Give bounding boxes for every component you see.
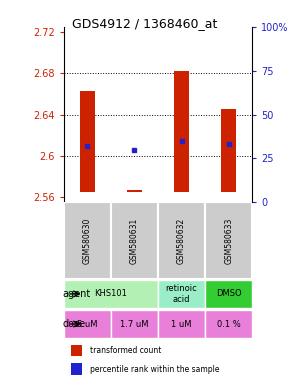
- Text: transformed count: transformed count: [90, 346, 162, 355]
- Bar: [80, 91, 95, 192]
- Bar: [158, 280, 205, 308]
- Text: GSM580632: GSM580632: [177, 217, 186, 264]
- Bar: [158, 310, 205, 338]
- Bar: [205, 310, 252, 338]
- Text: dose: dose: [63, 319, 86, 329]
- Bar: [111, 202, 158, 279]
- Text: 1 uM: 1 uM: [171, 319, 192, 329]
- Bar: [71, 363, 82, 375]
- Bar: [64, 280, 158, 308]
- Bar: [205, 280, 252, 308]
- Bar: [158, 202, 205, 279]
- Text: GSM580633: GSM580633: [224, 217, 233, 264]
- Text: GDS4912 / 1368460_at: GDS4912 / 1368460_at: [72, 17, 218, 30]
- Bar: [127, 190, 142, 192]
- Text: 0.1 %: 0.1 %: [217, 319, 241, 329]
- Text: percentile rank within the sample: percentile rank within the sample: [90, 364, 220, 374]
- Text: KHS101: KHS101: [95, 290, 127, 298]
- Text: retinoic
acid: retinoic acid: [166, 284, 197, 304]
- Bar: [221, 109, 236, 192]
- Bar: [71, 345, 82, 356]
- Bar: [205, 202, 252, 279]
- Bar: [64, 202, 111, 279]
- Text: 5 uM: 5 uM: [77, 319, 98, 329]
- Bar: [111, 310, 158, 338]
- Text: DMSO: DMSO: [216, 290, 242, 298]
- Text: agent: agent: [63, 289, 91, 299]
- Bar: [174, 71, 189, 192]
- Text: GSM580631: GSM580631: [130, 217, 139, 264]
- Text: GSM580630: GSM580630: [83, 217, 92, 264]
- Bar: [64, 310, 111, 338]
- Text: 1.7 uM: 1.7 uM: [120, 319, 149, 329]
